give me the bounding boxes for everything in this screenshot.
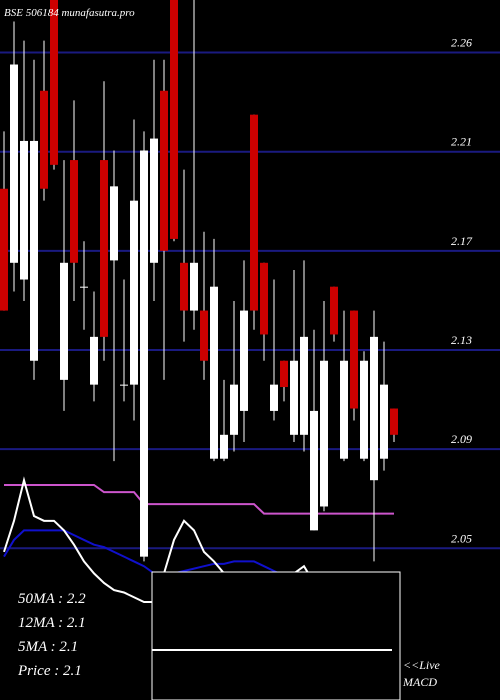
macd-panel xyxy=(151,571,401,700)
candle-body xyxy=(270,384,278,411)
y-tick-label: 2.26 xyxy=(451,36,472,50)
candle-body xyxy=(310,410,318,531)
candle-body xyxy=(170,0,178,239)
candle-body xyxy=(70,160,78,263)
candle-body xyxy=(340,360,348,459)
candle-body xyxy=(330,286,338,335)
candle-body xyxy=(190,262,198,311)
grid: 2.26 2.21 2.17 2.13 2.09 2.05 xyxy=(0,36,500,550)
candle-body xyxy=(240,310,248,411)
candle-body xyxy=(300,336,308,435)
candle-body xyxy=(60,262,68,380)
candle-body xyxy=(230,384,238,435)
y-tick-label: 2.17 xyxy=(451,234,473,248)
candle-body xyxy=(0,188,8,311)
candle-body xyxy=(210,286,218,459)
y-tick-label: 2.21 xyxy=(451,135,472,149)
candle-body xyxy=(80,286,88,288)
stat-label: 5MA : 2.1 xyxy=(18,639,78,655)
candle-body xyxy=(320,360,328,507)
stat-label: 12MA : 2.1 xyxy=(18,615,86,631)
candle-body xyxy=(10,64,18,263)
candle-body xyxy=(20,140,28,280)
candle-body xyxy=(370,336,378,481)
candle-body xyxy=(160,90,168,251)
candle-body xyxy=(90,336,98,385)
candle-body xyxy=(260,262,268,335)
candle-body xyxy=(150,138,158,263)
candle-body xyxy=(350,310,358,409)
stat-label: 50MA : 2.2 xyxy=(18,591,86,607)
chart-title: BSE 506184 munafasutra.pro xyxy=(4,7,135,19)
candle-body xyxy=(290,360,298,435)
candle-body xyxy=(280,360,288,388)
candles xyxy=(0,0,398,562)
candle-body xyxy=(180,262,188,311)
stat-label: Price : 2.1 xyxy=(17,663,82,679)
candle-body xyxy=(360,360,368,459)
candle-body xyxy=(250,114,258,311)
y-tick-label: 2.13 xyxy=(451,333,472,347)
macd-label: MACD xyxy=(402,675,437,689)
candle-body xyxy=(200,310,208,361)
stats: 50MA : 2.2 12MA : 2.1 5MA : 2.1 Price : 2.1 xyxy=(17,591,86,679)
candle-body xyxy=(140,150,148,557)
macd-label: <<Live xyxy=(403,658,441,672)
candle-body xyxy=(50,0,58,165)
candle-body xyxy=(220,434,228,459)
candle-body xyxy=(390,408,398,435)
y-tick-label: 2.05 xyxy=(451,531,472,545)
candle-body xyxy=(380,384,388,459)
candle-body xyxy=(40,90,48,189)
ma-line xyxy=(4,483,394,515)
candle-body xyxy=(110,186,118,261)
candle-body xyxy=(30,140,38,361)
candle-body xyxy=(130,200,138,385)
y-tick-label: 2.09 xyxy=(451,432,472,446)
candle-body xyxy=(120,384,128,386)
candle-body xyxy=(100,160,108,337)
